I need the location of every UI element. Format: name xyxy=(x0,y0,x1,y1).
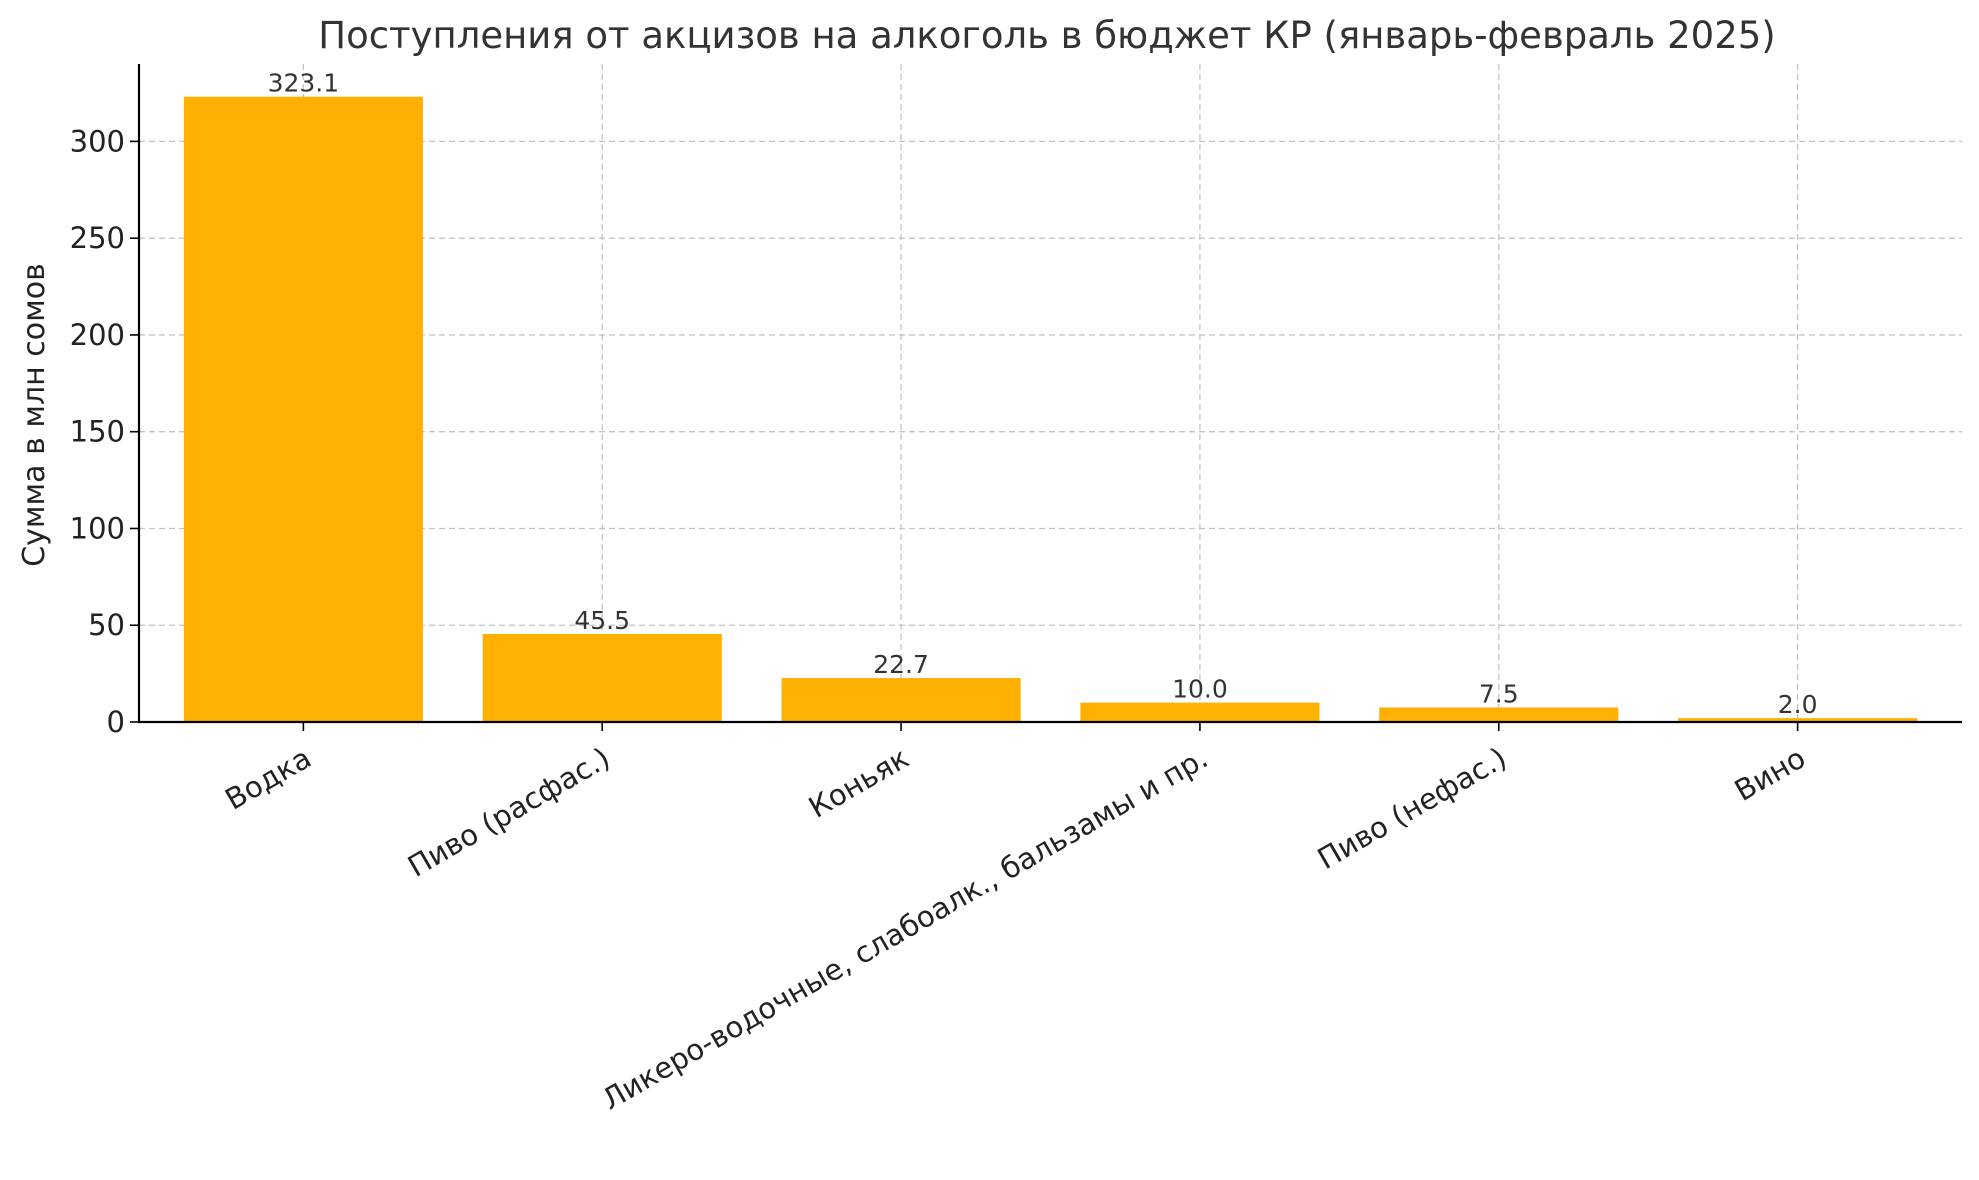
data-label: 7.5 xyxy=(1479,679,1519,708)
data-label: 10.0 xyxy=(1172,675,1228,704)
bar xyxy=(1379,707,1619,722)
y-tick-label: 0 xyxy=(107,705,125,739)
x-tick-label: Пиво (нефас.) xyxy=(1312,741,1512,876)
axes xyxy=(130,64,1962,731)
data-label: 2.0 xyxy=(1778,690,1818,719)
bars xyxy=(183,96,1918,722)
bar xyxy=(781,678,1021,722)
y-axis-label: Сумма в млн сомов xyxy=(17,263,52,567)
data-labels: 323.1 45.5 22.7 10.0 7.5 2.0 xyxy=(268,69,1818,719)
x-tick-labels: Водка Пиво (расфас.) КоньякЛикеро-водочные… xyxy=(219,741,1811,1117)
bar xyxy=(1678,718,1918,722)
y-tick-label: 150 xyxy=(70,415,125,449)
y-tick-labels: 0 50 100 150 200 250 300 xyxy=(70,124,125,739)
y-tick-label: 200 xyxy=(70,318,125,352)
bar xyxy=(1080,702,1320,722)
data-label: 323.1 xyxy=(268,69,340,98)
x-tick-label: Коньяк xyxy=(803,741,915,825)
y-tick-label: 250 xyxy=(70,221,125,255)
data-label: 45.5 xyxy=(574,606,630,635)
data-label: 22.7 xyxy=(873,650,929,679)
x-tick-label: Ликеро-водочные, слабоалк., бальзамы и п… xyxy=(596,741,1213,1117)
chart-title: Поступления от акцизов на алкоголь в бюд… xyxy=(318,14,1775,57)
y-tick-label: 300 xyxy=(70,124,125,158)
bar xyxy=(482,633,722,722)
x-tick-label: Вино xyxy=(1729,741,1811,808)
y-tick-label: 50 xyxy=(88,608,125,642)
grid-lines xyxy=(139,64,1962,722)
x-tick-label: Водка xyxy=(219,741,317,817)
bar xyxy=(183,96,423,722)
x-tick-label: Пиво (расфас.) xyxy=(402,741,616,884)
y-tick-label: 100 xyxy=(70,511,125,545)
